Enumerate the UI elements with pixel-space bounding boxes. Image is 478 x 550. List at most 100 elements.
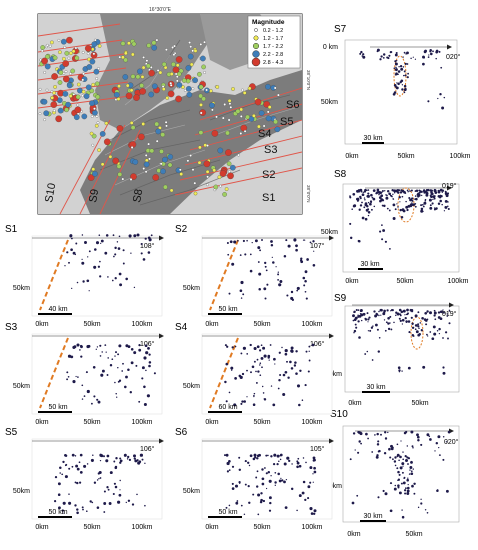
map-event <box>91 82 96 87</box>
map-event <box>104 121 109 126</box>
map-event <box>64 70 68 73</box>
event-point <box>261 482 265 486</box>
map-label-s8: S8 <box>131 188 145 203</box>
event-point <box>357 315 360 318</box>
event-point <box>394 60 397 63</box>
event-point <box>264 261 267 265</box>
map-event <box>165 96 170 100</box>
event-point <box>75 375 77 378</box>
event-point <box>418 189 421 192</box>
map-event <box>247 86 252 91</box>
event-point <box>421 194 423 197</box>
event-point <box>417 325 420 328</box>
event-point <box>378 196 382 199</box>
event-point <box>125 277 129 281</box>
panel-s5-scale: 50 km <box>48 509 67 516</box>
event-point <box>253 346 257 351</box>
event-point <box>384 240 387 243</box>
map-event <box>167 153 174 160</box>
event-point <box>360 313 364 317</box>
map-event <box>52 109 56 112</box>
event-point <box>398 491 402 495</box>
map-event <box>43 118 47 122</box>
event-point <box>270 243 274 247</box>
event-point <box>99 454 102 457</box>
event-point <box>385 194 387 196</box>
event-point <box>424 49 427 53</box>
event-point <box>259 249 262 252</box>
event-point <box>278 378 281 382</box>
map-event <box>63 45 67 49</box>
map-event <box>273 86 277 90</box>
event-point <box>435 57 437 60</box>
event-point <box>397 486 400 489</box>
event-point <box>404 492 407 495</box>
event-point <box>136 233 140 237</box>
event-point <box>374 434 376 436</box>
event-point <box>422 189 426 193</box>
map-event <box>137 68 143 75</box>
panel-s5: S5 106° 50km 50 km 0km 50km 100km <box>5 427 164 531</box>
event-point <box>86 279 90 283</box>
event-point <box>59 466 62 469</box>
panel-s1-events <box>64 233 153 292</box>
event-point <box>433 332 437 336</box>
map-label-s5: S5 <box>280 116 293 128</box>
event-point <box>93 395 96 398</box>
event-point <box>425 189 428 191</box>
map-event <box>77 87 83 94</box>
event-point <box>424 198 427 201</box>
event-point <box>290 290 294 294</box>
event-point <box>437 489 439 491</box>
event-point <box>260 498 263 502</box>
event-point <box>410 316 413 319</box>
event-point <box>123 453 127 457</box>
event-point <box>406 309 409 312</box>
map-event <box>215 85 220 89</box>
legend-symbol-3 <box>252 42 260 50</box>
legend-symbol-2 <box>253 35 259 41</box>
event-point <box>231 262 235 266</box>
event-point <box>393 192 396 194</box>
event-point <box>268 496 272 500</box>
event-point <box>428 198 432 202</box>
event-point <box>79 349 81 351</box>
event-point <box>431 191 433 193</box>
map-event <box>149 148 155 154</box>
event-point <box>261 385 264 388</box>
event-point <box>289 360 292 364</box>
event-point <box>142 258 146 261</box>
event-point <box>432 193 434 195</box>
map-event <box>224 187 229 191</box>
map-event <box>58 50 62 55</box>
event-point <box>82 280 85 283</box>
event-point <box>407 72 409 75</box>
map-event <box>203 40 206 44</box>
event-point <box>356 199 359 202</box>
event-point <box>409 199 411 202</box>
event-point <box>118 272 122 276</box>
event-point <box>400 440 402 442</box>
map-event <box>217 175 222 179</box>
event-point <box>378 314 380 317</box>
event-point <box>96 479 99 481</box>
event-point <box>239 482 241 484</box>
map-event <box>86 52 90 56</box>
event-point <box>394 53 398 57</box>
event-point <box>98 478 100 480</box>
event-point <box>369 202 372 206</box>
panel-s2-tick-0: 0km <box>205 321 218 328</box>
event-point <box>290 296 294 300</box>
map-event <box>90 115 94 118</box>
map-event <box>158 70 163 75</box>
event-point <box>298 403 301 407</box>
panel-s3-title: S3 <box>5 322 18 333</box>
event-point <box>437 190 441 194</box>
event-point <box>140 242 143 246</box>
event-point <box>79 344 83 348</box>
event-point <box>296 289 299 292</box>
panel-s5-depth: 50km <box>13 488 30 495</box>
map-event <box>262 124 266 128</box>
event-point <box>276 454 280 458</box>
